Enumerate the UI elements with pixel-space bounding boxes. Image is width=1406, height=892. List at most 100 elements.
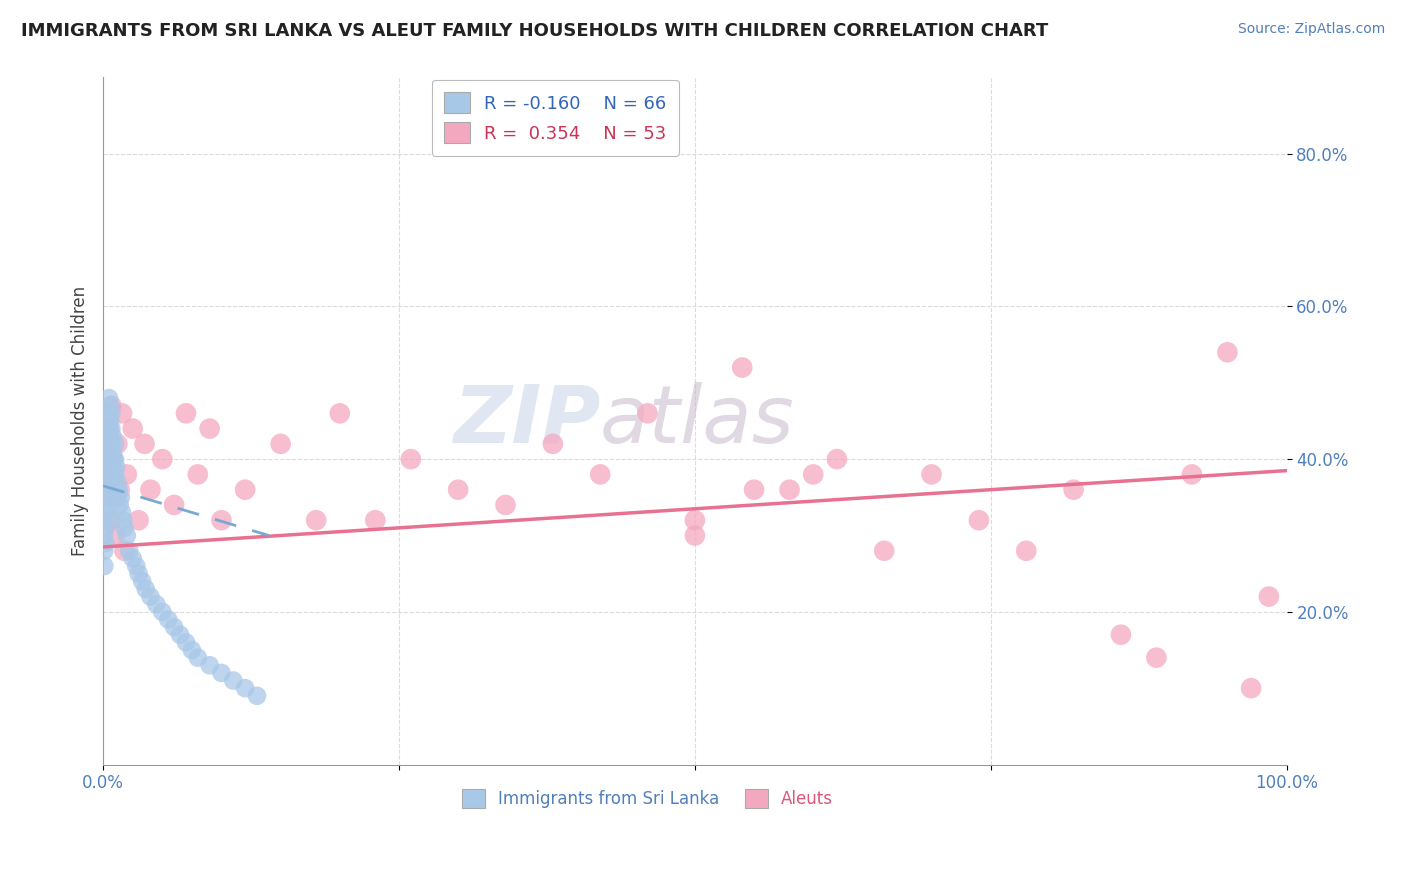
Point [233, 483, 256, 497]
Point [94, 536, 117, 550]
Point [100, 422, 122, 436]
Point [447, 483, 470, 497]
Point [96, 483, 118, 497]
Point [98, 437, 121, 451]
Point [305, 513, 328, 527]
Point [101, 459, 124, 474]
Point [157, 612, 180, 626]
Point [97, 444, 120, 458]
Point [101, 452, 124, 467]
Point [105, 475, 128, 489]
Point [233, 681, 256, 695]
Point [1063, 483, 1085, 497]
Point [103, 467, 125, 482]
Point [104, 437, 127, 451]
Point [174, 635, 197, 649]
Point [825, 452, 848, 467]
Point [98, 513, 121, 527]
Point [174, 406, 197, 420]
Point [1257, 590, 1279, 604]
Text: ZIP: ZIP [453, 382, 600, 460]
Point [329, 406, 352, 420]
Point [98, 399, 121, 413]
Text: Source: ZipAtlas.com: Source: ZipAtlas.com [1237, 22, 1385, 37]
Point [110, 491, 132, 505]
Point [211, 513, 233, 527]
Point [198, 422, 221, 436]
Point [107, 483, 129, 497]
Point [115, 528, 138, 542]
Point [98, 429, 121, 443]
Point [637, 406, 659, 420]
Point [139, 483, 162, 497]
Point [93, 528, 115, 542]
Point [125, 559, 148, 574]
Point [1181, 467, 1204, 482]
Point [364, 513, 387, 527]
Point [399, 452, 422, 467]
Point [93, 559, 115, 574]
Point [163, 620, 186, 634]
Point [98, 406, 121, 420]
Point [100, 437, 122, 451]
Point [108, 483, 131, 497]
Point [187, 467, 209, 482]
Point [103, 452, 125, 467]
Point [589, 467, 612, 482]
Point [731, 360, 754, 375]
Point [97, 459, 120, 474]
Point [134, 437, 156, 451]
Point [98, 414, 121, 428]
Legend: Immigrants from Sri Lanka, Aleuts: Immigrants from Sri Lanka, Aleuts [456, 782, 839, 814]
Point [94, 467, 117, 482]
Point [94, 506, 117, 520]
Point [97, 414, 120, 428]
Point [246, 689, 269, 703]
Point [921, 467, 943, 482]
Point [1144, 650, 1167, 665]
Point [111, 506, 134, 520]
Point [135, 582, 157, 596]
Point [139, 590, 162, 604]
Point [115, 467, 138, 482]
Point [121, 551, 143, 566]
Point [150, 605, 173, 619]
Point [104, 452, 127, 467]
Point [169, 628, 191, 642]
Point [683, 528, 706, 542]
Point [1216, 345, 1239, 359]
Point [198, 658, 221, 673]
Point [101, 444, 124, 458]
Point [801, 467, 824, 482]
Point [121, 422, 143, 436]
Point [94, 521, 117, 535]
Point [101, 429, 124, 443]
Point [128, 566, 150, 581]
Point [96, 467, 118, 482]
Point [114, 521, 136, 535]
Point [105, 437, 128, 451]
Point [100, 406, 122, 420]
Point [105, 459, 128, 474]
Point [103, 491, 125, 505]
Point [145, 597, 167, 611]
Text: atlas: atlas [600, 382, 794, 460]
Point [94, 491, 117, 505]
Point [187, 650, 209, 665]
Point [222, 673, 245, 688]
Point [114, 543, 136, 558]
Y-axis label: Family Households with Children: Family Households with Children [72, 286, 89, 556]
Point [112, 513, 135, 527]
Point [683, 513, 706, 527]
Text: IMMIGRANTS FROM SRI LANKA VS ALEUT FAMILY HOUSEHOLDS WITH CHILDREN CORRELATION C: IMMIGRANTS FROM SRI LANKA VS ALEUT FAMIL… [21, 22, 1049, 40]
Point [150, 452, 173, 467]
Point [96, 513, 118, 527]
Point [98, 475, 121, 489]
Point [96, 452, 118, 467]
Point [96, 498, 118, 512]
Point [98, 422, 121, 436]
Point [98, 467, 121, 482]
Point [128, 513, 150, 527]
Point [967, 513, 990, 527]
Point [118, 543, 141, 558]
